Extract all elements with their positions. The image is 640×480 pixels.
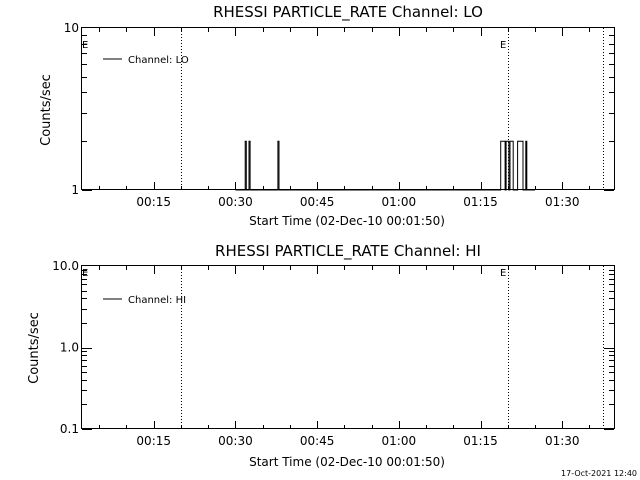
lo-edge-marker: E <box>82 40 88 51</box>
lo-channel-panel: RHESSI PARTICLE_RATE Channel: LO 00:15 00… <box>39 3 615 228</box>
hi-edge-marker: E <box>82 268 88 279</box>
hi-y-tick-label-0: 0.1 <box>60 422 79 436</box>
hi-legend: Channel: HI <box>103 295 186 306</box>
hi-x-tick-label-2: 00:45 <box>300 434 335 448</box>
lo-legend: Channel: LO <box>103 55 189 66</box>
lo-y-tick-label-0: 1 <box>71 183 79 197</box>
hi-x-tick-label-0: 00:15 <box>136 434 171 448</box>
hi-event-label-1: E <box>500 268 506 279</box>
lo-y-tick-label-1: 10 <box>64 21 79 35</box>
lo-x-ticks: 00:15 00:30 00:45 01:00 01:15 01:30 <box>99 28 590 209</box>
hi-x-ticks: 00:15 00:30 00:45 01:00 01:15 01:30 <box>99 266 590 448</box>
lo-x-tick-label-5: 01:30 <box>545 195 580 209</box>
lo-plot-frame <box>81 27 615 190</box>
hi-y-tick-label-2: 10.0 <box>52 259 79 273</box>
lo-x-tick-label-2: 00:45 <box>300 195 335 209</box>
lo-x-tick-label-3: 01:00 <box>382 195 417 209</box>
footer-timestamp: 17-Oct-2021 12:40 <box>561 469 637 478</box>
hi-chart-title: RHESSI PARTICLE_RATE Channel: HI <box>215 242 481 261</box>
lo-legend-label: Channel: LO <box>128 55 189 66</box>
hi-x-axis-label: Start Time (02-Dec-10 00:01:50) <box>249 455 445 469</box>
lo-chart-title: RHESSI PARTICLE_RATE Channel: LO <box>213 3 483 22</box>
hi-x-tick-label-5: 01:30 <box>545 434 580 448</box>
lo-x-axis-label: Start Time (02-Dec-10 00:01:50) <box>249 214 445 228</box>
lo-x-tick-label-0: 00:15 <box>136 195 171 209</box>
lo-y-axis-label: Counts/sec <box>39 74 54 146</box>
lo-x-tick-label-1: 00:30 <box>218 195 253 209</box>
lo-y-ticks: 1 10 <box>64 21 614 197</box>
hi-y-tick-label-1: 1.0 <box>60 341 79 355</box>
hi-x-tick-label-3: 01:00 <box>382 434 417 448</box>
hi-plot-frame <box>81 265 615 429</box>
lo-x-tick-label-4: 01:15 <box>463 195 498 209</box>
hi-channel-panel: RHESSI PARTICLE_RATE Channel: HI 00:15 00… <box>27 242 615 469</box>
lo-series-line <box>235 140 535 191</box>
hi-y-axis-label: Counts/sec <box>27 312 42 384</box>
lo-event-label-1: E <box>500 40 506 51</box>
hi-x-tick-label-4: 01:15 <box>463 434 498 448</box>
hi-event-lines <box>181 266 604 429</box>
hi-y-ticks: 0.1 1.0 10.0 <box>52 259 614 436</box>
hi-legend-label: Channel: HI <box>128 295 186 306</box>
hi-x-tick-label-1: 00:30 <box>218 434 253 448</box>
